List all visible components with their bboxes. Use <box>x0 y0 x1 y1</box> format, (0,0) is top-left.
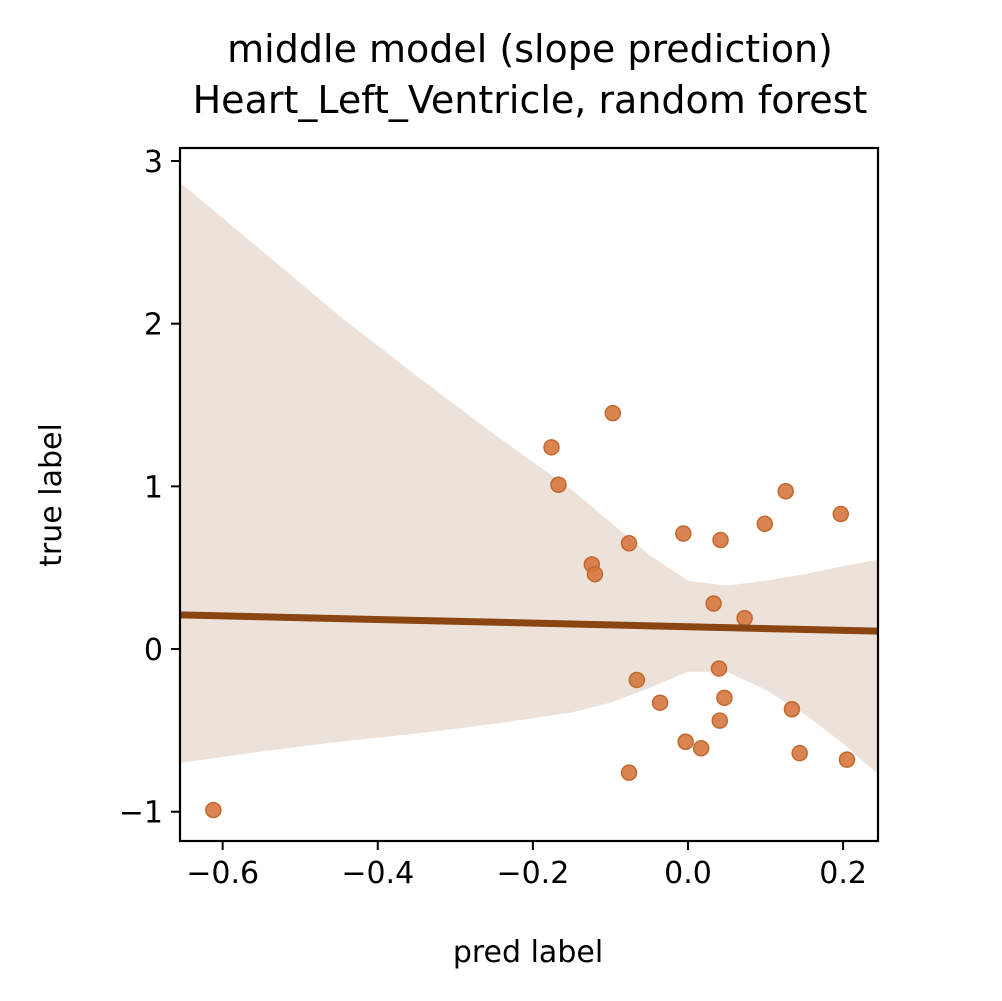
data-point-21 <box>777 482 794 500</box>
data-point-20 <box>756 515 774 533</box>
data-point-24 <box>832 505 850 523</box>
data-point-3 <box>550 476 567 493</box>
data-point-12 <box>677 733 694 751</box>
data-point-1 <box>205 801 222 819</box>
y-tick-label: 0 <box>144 633 163 668</box>
x-tick-label: 0.2 <box>819 856 867 891</box>
data-point-10 <box>651 694 669 711</box>
data-point-16 <box>712 531 729 549</box>
y-tick-label: 2 <box>144 308 163 343</box>
data-point-17 <box>711 712 729 729</box>
data-points <box>205 404 856 819</box>
x-tick-label: −0.4 <box>341 856 414 891</box>
data-point-18 <box>716 689 733 707</box>
data-point-8 <box>620 764 638 781</box>
x-tick-label: −0.6 <box>186 856 259 891</box>
x-axis-ticks: −0.6 −0.4 −0.2 0.0 0.2 <box>186 841 867 891</box>
data-point-14 <box>705 595 722 612</box>
data-point-6 <box>586 565 604 583</box>
confidence-band <box>180 182 878 775</box>
x-tick-label: −0.2 <box>496 856 569 891</box>
y-tick-label: 1 <box>144 470 163 505</box>
data-point-2 <box>543 439 560 456</box>
data-point-11 <box>675 525 692 542</box>
axes-frame <box>178 146 880 843</box>
chart-title-line2: Heart_Left_Ventricle, random forest <box>193 78 868 122</box>
data-point-7 <box>620 535 638 552</box>
data-point-25 <box>838 751 856 768</box>
y-tick-label: −1 <box>119 796 163 831</box>
regression-line <box>179 611 879 635</box>
data-point-19 <box>736 609 753 627</box>
y-axis-ticks: −1 0 1 2 3 <box>119 145 180 831</box>
data-point-22 <box>783 700 801 718</box>
data-point-15 <box>710 660 728 677</box>
y-axis-label: true label <box>34 423 69 567</box>
y-tick-label: 3 <box>144 145 163 180</box>
plot-area <box>179 182 879 819</box>
data-point-23 <box>791 744 808 762</box>
data-point-4 <box>604 404 622 422</box>
x-axis-label: pred label <box>453 935 603 970</box>
data-point-9 <box>628 671 646 689</box>
data-point-13 <box>692 740 710 757</box>
x-tick-label: 0.0 <box>664 856 712 891</box>
chart-title-line1: middle model (slope prediction) <box>227 27 833 71</box>
